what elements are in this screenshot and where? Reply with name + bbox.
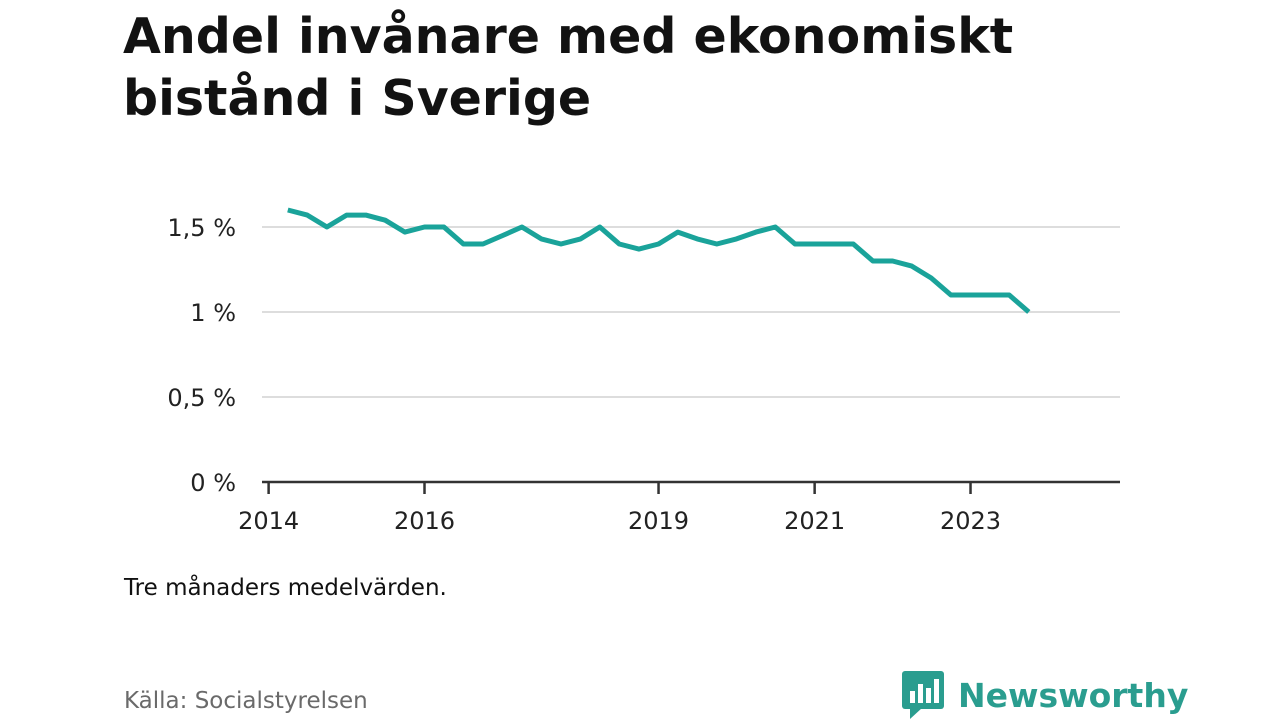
x-tick-label: 2014 (238, 507, 299, 535)
x-tick-label: 2023 (940, 507, 1001, 535)
y-axis-tick-labels: 0 % 0,5 % 1 % 1,5 % (167, 214, 236, 497)
y-tick-label: 0 % (190, 469, 236, 497)
x-axis-ticks: 2014 2016 2019 2021 2023 (238, 482, 1001, 535)
brand-logo[interactable]: Newsworthy (902, 671, 1188, 719)
x-tick-label: 2016 (394, 507, 455, 535)
y-tick-label: 1 % (190, 299, 236, 327)
x-tick-label: 2019 (628, 507, 689, 535)
y-tick-label: 0,5 % (167, 384, 236, 412)
source-credit: Källa: Socialstyrelsen (124, 688, 368, 714)
series-line (287, 207, 1031, 314)
chart-note: Tre månaders medelvärden. (124, 575, 447, 601)
grid-lines (262, 226, 1120, 398)
brand-name: Newsworthy (958, 675, 1189, 715)
line-chart: 0 % 0,5 % 1 % 1,5 % 2014 2016 2019 2021 2023 (167, 207, 1120, 535)
chart-title: Andel invånare med ekonomiskt bistånd i … (123, 8, 1014, 127)
bar-chart-bubble-icon (902, 671, 944, 719)
x-tick-label: 2021 (784, 507, 845, 535)
y-tick-label: 1,5 % (167, 214, 236, 242)
